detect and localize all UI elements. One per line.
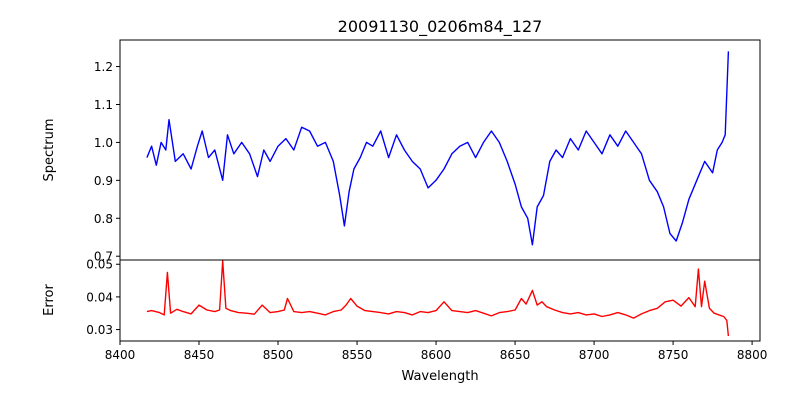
error-axes-frame (119, 259, 761, 342)
error-y-tick-label-2: 0.05 (86, 258, 113, 272)
error-y-axis-label: Error (42, 284, 57, 316)
x-tick-label-4: 8600 (421, 348, 452, 362)
error-y-tick-label-1: 0.04 (86, 290, 113, 304)
spectrum-y-axis-label: Spectrum (42, 119, 57, 182)
x-axis-label: Wavelength (401, 369, 478, 384)
spectrum-series-group (146, 51, 730, 246)
error-series-group (146, 260, 730, 337)
spectrum-y-tick-label-2: 0.9 (94, 174, 113, 188)
spectrum-y-tick-label-5: 1.2 (94, 60, 113, 74)
x-tick-label-8: 8800 (737, 348, 768, 362)
spectrum-y-tick-label-4: 1.1 (94, 98, 113, 112)
spectrum-y-tick-label-1: 0.8 (94, 212, 113, 226)
chart-title: 20091130_0206m84_127 (338, 17, 543, 37)
x-tick-label-7: 8750 (658, 348, 689, 362)
error-y-axis: 0.03 0.04 0.05 (86, 258, 120, 337)
spectrum-series-line-0 (146, 51, 730, 246)
error-y-tick-label-0: 0.03 (86, 323, 113, 337)
x-tick-label-1: 8450 (184, 348, 215, 362)
error-series-line-0 (146, 260, 730, 337)
spectrum-y-tick-label-3: 1.0 (94, 136, 113, 150)
x-axis: 8400 8450 8500 8550 8600 8650 8700 8750 8800 (105, 341, 768, 362)
spectrum-y-axis: 0.7 0.8 0.9 1.0 1.1 1.2 (94, 60, 120, 264)
x-tick-label-6: 8700 (579, 348, 610, 362)
x-tick-label-0: 8400 (105, 348, 136, 362)
spectrum-y-tick-label-0: 0.7 (94, 250, 113, 264)
error-panel: 0.03 0.04 0.05 8400 8450 8500 8550 8600 8650 870… (42, 258, 767, 384)
x-tick-label-2: 8500 (263, 348, 294, 362)
x-tick-label-5: 8650 (500, 348, 531, 362)
x-tick-label-3: 8550 (342, 348, 373, 362)
